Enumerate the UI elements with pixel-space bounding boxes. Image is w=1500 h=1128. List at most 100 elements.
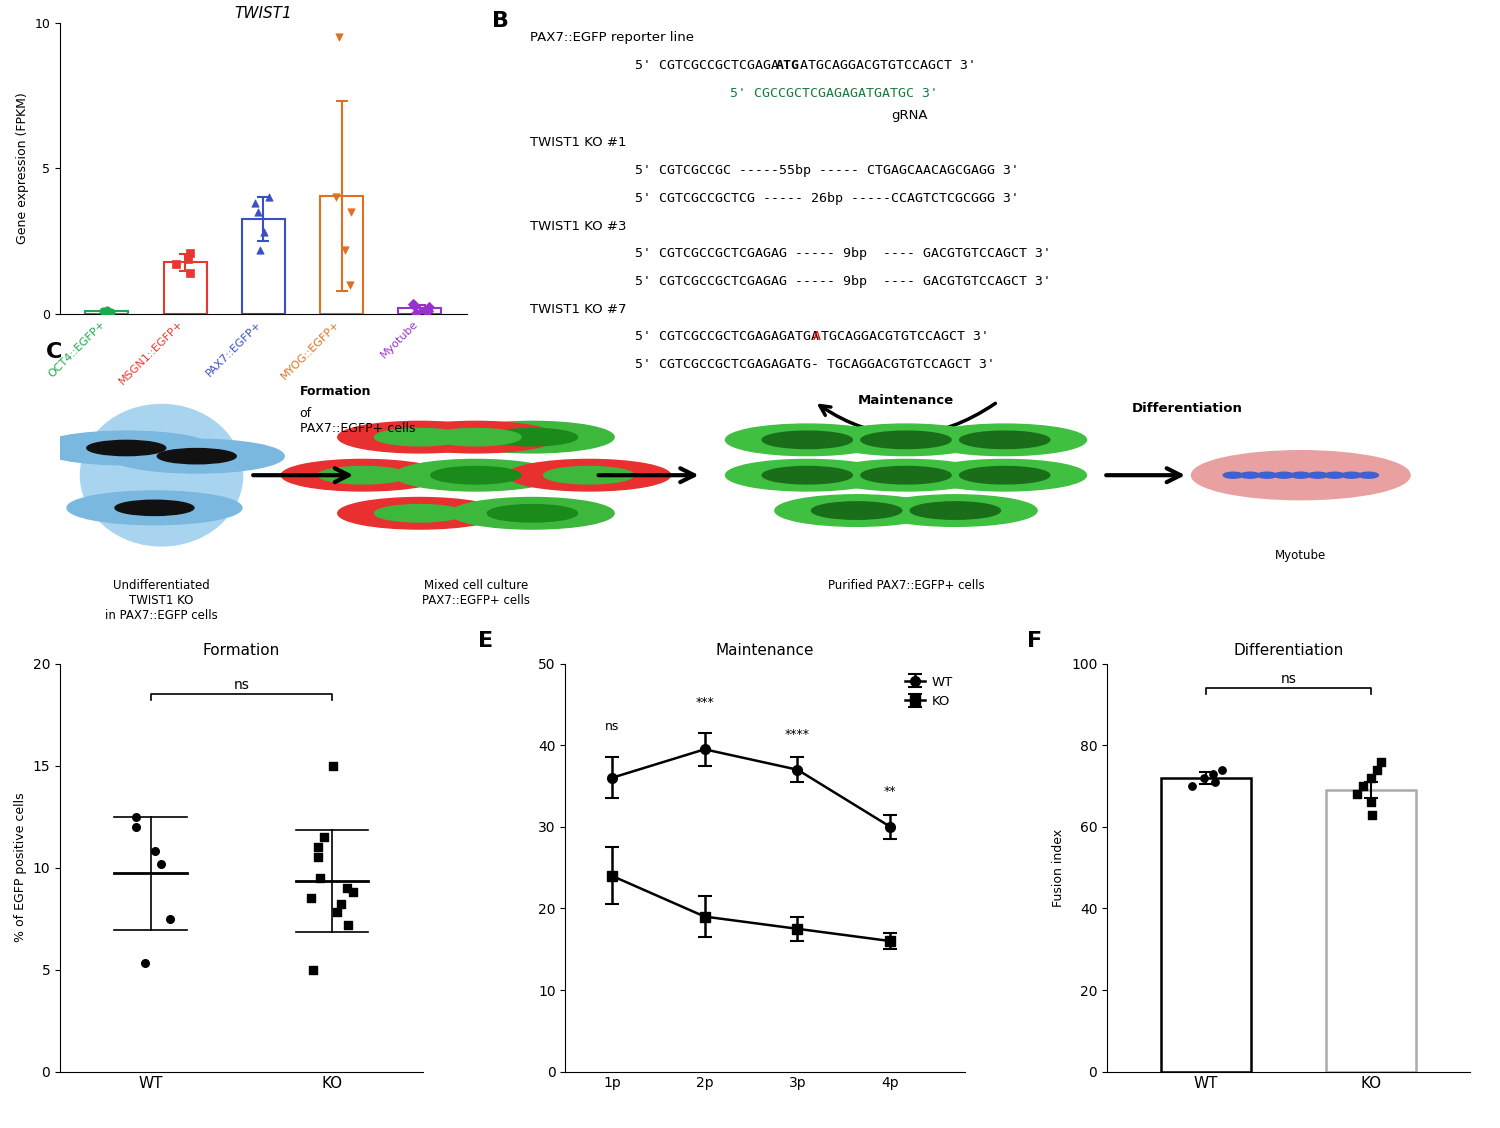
Point [336, 916, 360, 934]
Text: E: E [477, 631, 492, 651]
Text: ***: *** [696, 696, 714, 708]
Point [1370, 752, 1394, 770]
Point [92, 302, 116, 320]
Title: Formation: Formation [202, 643, 280, 659]
Point [94, 301, 118, 319]
Point [312, 828, 336, 846]
Point [1180, 777, 1204, 795]
Circle shape [450, 422, 614, 453]
Circle shape [910, 502, 1001, 519]
Point [327, 28, 351, 46]
Text: ns: ns [604, 720, 619, 733]
Circle shape [543, 467, 634, 484]
Circle shape [861, 431, 951, 449]
Text: ns: ns [1281, 672, 1296, 686]
Point [306, 848, 330, 866]
Y-axis label: % of EGFP positive cells: % of EGFP positive cells [13, 793, 27, 942]
Text: Mixed cell culture
PAX7::EGFP+ cells: Mixed cell culture PAX7::EGFP+ cells [422, 579, 530, 607]
Circle shape [430, 429, 520, 446]
Point [402, 297, 426, 315]
Text: Formation: Formation [300, 386, 370, 398]
Point [178, 244, 203, 262]
Point [300, 889, 324, 907]
Point [324, 904, 348, 922]
Text: C: C [46, 342, 63, 362]
Point [243, 194, 267, 212]
Point [178, 264, 203, 282]
Circle shape [507, 459, 670, 491]
Point [1360, 805, 1384, 823]
Point [248, 241, 272, 259]
Text: ****: **** [784, 729, 810, 741]
Title: Maintenance: Maintenance [716, 643, 815, 659]
Circle shape [430, 467, 520, 484]
Text: 5' CGTCGCCGCTCG ----- 26bp -----CCAGTCTCGCGGG 3': 5' CGTCGCCGCTCG ----- 26bp -----CCAGTCTC… [634, 192, 1019, 205]
Point [413, 300, 436, 318]
Ellipse shape [1359, 473, 1378, 478]
Text: Maintenance: Maintenance [858, 394, 954, 406]
Point [1359, 793, 1383, 811]
Point [328, 896, 352, 914]
Point [417, 298, 441, 316]
Point [1210, 760, 1234, 778]
Ellipse shape [1240, 473, 1260, 478]
Point [1346, 785, 1370, 803]
Point [308, 869, 332, 887]
Ellipse shape [81, 405, 243, 546]
Circle shape [318, 467, 408, 484]
Text: 5' CGTCGCCGCTCGAGAG ----- 9bp  ---- GACGTGTCCAGCT 3': 5' CGTCGCCGCTCGAGAG ----- 9bp ---- GACGT… [634, 275, 1052, 288]
Bar [164, 262, 207, 314]
Circle shape [116, 500, 194, 515]
Text: F: F [1028, 631, 1042, 651]
Point [96, 303, 120, 321]
Point [338, 276, 362, 294]
Circle shape [450, 497, 614, 529]
Point [123, 818, 147, 836]
Circle shape [110, 439, 284, 473]
Title: TWIST1: TWIST1 [234, 7, 292, 21]
Circle shape [338, 422, 501, 453]
Point [1202, 765, 1225, 783]
Circle shape [338, 497, 501, 529]
Circle shape [282, 459, 446, 491]
Y-axis label: Fusion index: Fusion index [1053, 829, 1065, 907]
Ellipse shape [1308, 473, 1328, 478]
Text: TWIST1 KO #1: TWIST1 KO #1 [531, 136, 627, 150]
Point [176, 249, 200, 267]
Circle shape [68, 491, 242, 525]
Bar [1326, 790, 1416, 1072]
Text: 5' CGTCGCCGCTCGAGAGATGA: 5' CGTCGCCGCTCGAGAGATGA [634, 331, 819, 343]
Point [134, 954, 158, 972]
Ellipse shape [1274, 473, 1293, 478]
Text: B: B [492, 11, 510, 30]
Text: TWIST1 KO #3: TWIST1 KO #3 [531, 220, 627, 232]
Point [306, 838, 330, 856]
Circle shape [922, 424, 1086, 456]
Circle shape [824, 424, 989, 456]
Circle shape [861, 467, 951, 484]
Point [404, 303, 427, 321]
Text: Purified PAX7::EGFP+ cells: Purified PAX7::EGFP+ cells [828, 579, 984, 591]
Bar [242, 219, 285, 314]
Text: ATGCAGGACGTGTCCAGCT 3': ATGCAGGACGTGTCCAGCT 3' [800, 59, 976, 72]
Circle shape [394, 459, 558, 491]
Point [123, 808, 147, 826]
Text: 5' CGTCGCCGCTCGAGA: 5' CGTCGCCGCTCGAGA [634, 59, 778, 72]
Point [142, 843, 166, 861]
Point [252, 223, 276, 241]
FancyArrowPatch shape [821, 404, 996, 434]
Point [340, 883, 364, 901]
Circle shape [394, 422, 558, 453]
Point [1352, 777, 1376, 795]
Point [148, 855, 172, 873]
Text: of
PAX7::EGFP+ cells: of PAX7::EGFP+ cells [300, 407, 416, 435]
Point [400, 294, 424, 312]
Point [339, 203, 363, 221]
Text: ns: ns [234, 678, 249, 693]
Circle shape [812, 502, 901, 519]
Point [417, 302, 441, 320]
Text: 5' CGCCGCTCGAGAGATGATGC 3': 5' CGCCGCTCGAGAGATGATGC 3' [729, 87, 938, 99]
Text: Differentiation: Differentiation [1131, 402, 1242, 415]
Bar [399, 308, 441, 314]
Bar [320, 196, 363, 314]
